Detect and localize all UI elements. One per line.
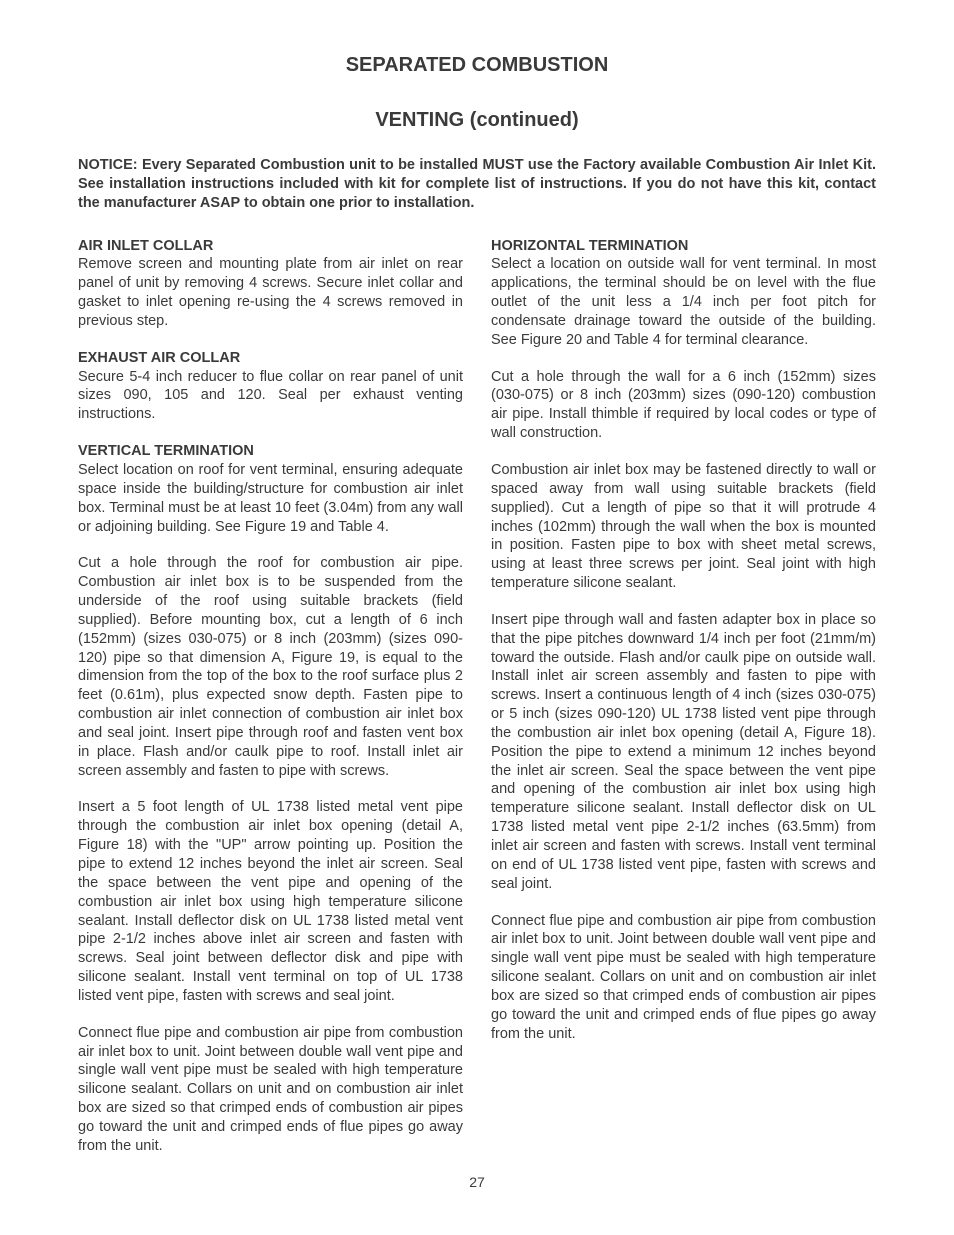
heading-horizontal-termination: HORIZONTAL TERMINATION [491, 237, 876, 256]
para-air-inlet-collar: Remove screen and mounting plate from ai… [78, 255, 463, 330]
para-vertical-3: Insert a 5 foot length of UL 1738 listed… [78, 798, 463, 1005]
left-column: AIR INLET COLLAR Remove screen and mount… [78, 237, 463, 1156]
para-vertical-4: Connect flue pipe and combustion air pip… [78, 1024, 463, 1156]
heading-air-inlet-collar: AIR INLET COLLAR [78, 237, 463, 256]
para-horizontal-5: Connect flue pipe and combustion air pip… [491, 912, 876, 1044]
page-title-1: SEPARATED COMBUSTION [78, 54, 876, 77]
para-exhaust-air-collar: Secure 5-4 inch reducer to flue collar o… [78, 368, 463, 425]
two-column-layout: AIR INLET COLLAR Remove screen and mount… [78, 237, 876, 1156]
para-horizontal-3: Combustion air inlet box may be fastened… [491, 461, 876, 593]
heading-vertical-termination: VERTICAL TERMINATION [78, 442, 463, 461]
para-horizontal-2: Cut a hole through the wall for a 6 inch… [491, 368, 876, 443]
page-title-2: VENTING (continued) [78, 109, 876, 132]
page-number: 27 [78, 1174, 876, 1190]
para-horizontal-1: Select a location on outside wall for ve… [491, 255, 876, 349]
right-column: HORIZONTAL TERMINATION Select a location… [491, 237, 876, 1156]
para-vertical-1: Select location on roof for vent termina… [78, 461, 463, 536]
para-horizontal-4: Insert pipe through wall and fasten adap… [491, 611, 876, 894]
notice-text: NOTICE: Every Separated Combustion unit … [78, 156, 876, 213]
para-vertical-2: Cut a hole through the roof for combusti… [78, 554, 463, 780]
heading-exhaust-air-collar: EXHAUST AIR COLLAR [78, 349, 463, 368]
